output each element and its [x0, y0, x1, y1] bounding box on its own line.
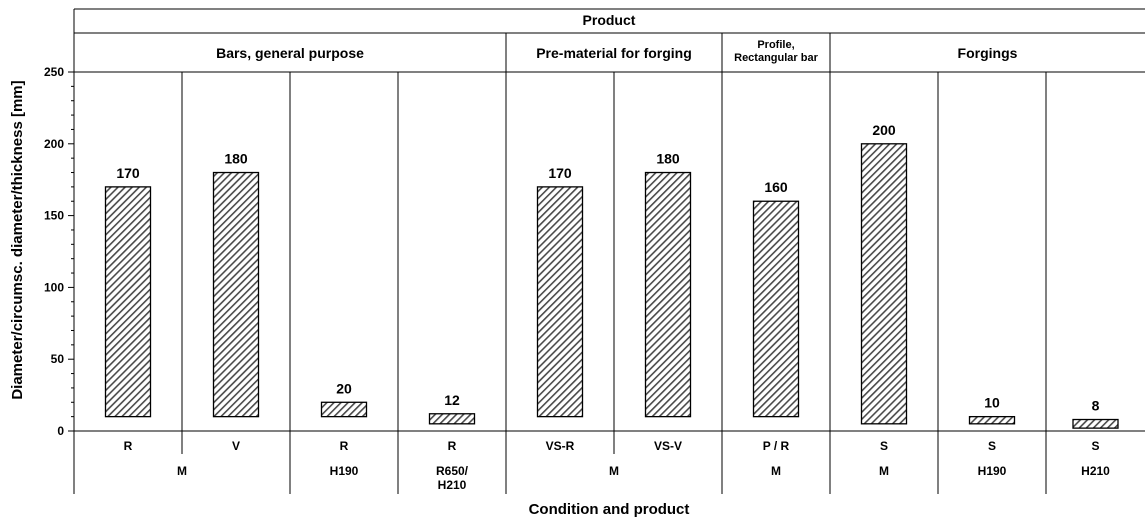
- condition-label: H210: [1081, 464, 1110, 478]
- y-tick-label: 100: [44, 280, 64, 294]
- condition-row: M H190 R650/H210 M M M H190 H210: [177, 464, 1110, 492]
- condition-label: H190: [978, 464, 1007, 478]
- y-tick-label: 200: [44, 137, 64, 151]
- bar-value-label: 12: [444, 392, 460, 408]
- y-axis: 0 50 100 150 200 250: [44, 65, 74, 438]
- bar-value-label: 180: [224, 151, 248, 167]
- product-label: P / R: [763, 439, 790, 453]
- product-label: VS-R: [546, 439, 575, 453]
- bar-value-label: 160: [764, 179, 788, 195]
- bar-value-label: 10: [984, 395, 1000, 411]
- bar: [536, 186, 584, 418]
- bar-value-label: 20: [336, 380, 352, 396]
- bar: [1072, 418, 1119, 429]
- bar: [428, 413, 476, 425]
- product-label: S: [988, 439, 996, 453]
- group-labels: Bars, general purpose Pre-material for fo…: [216, 39, 1018, 64]
- product-label: R: [448, 439, 457, 453]
- bar-value-label: 180: [656, 151, 680, 167]
- product-label: R: [340, 439, 349, 453]
- y-tick-label: 0: [57, 424, 64, 438]
- bar: [644, 171, 692, 418]
- y-tick-label: 50: [51, 352, 65, 366]
- product-row: R V R R VS-R VS-V P / R S S S: [124, 439, 1100, 453]
- condition-label: M: [879, 464, 889, 478]
- condition-label: H190: [330, 464, 359, 478]
- group-label: Pre-material for forging: [536, 45, 692, 61]
- bar: [104, 186, 152, 418]
- group-label: Profile, Rectangular bar: [734, 39, 818, 64]
- y-axis-label: Diameter/circumsc. diameter/thickness [m…: [9, 80, 26, 399]
- bar: [860, 143, 908, 425]
- condition-label: M: [771, 464, 781, 478]
- x-axis-label: Condition and product: [529, 501, 690, 518]
- bar: [752, 200, 800, 418]
- condition-label: R650/H210: [436, 464, 469, 492]
- chart-frame: [73, 8, 1145, 494]
- condition-label: M: [177, 464, 187, 478]
- value-labels: 170 180 20 12 170 180 160 200 10 8: [116, 122, 1099, 414]
- product-label: VS-V: [654, 439, 682, 453]
- bar-value-label: 200: [872, 122, 896, 138]
- bar: [212, 171, 260, 418]
- group-label: Bars, general purpose: [216, 45, 364, 61]
- product-label: V: [232, 439, 240, 453]
- group-label: Forgings: [958, 45, 1018, 61]
- product-label: S: [1091, 439, 1099, 453]
- bar: [968, 415, 1016, 425]
- y-tick-label: 250: [44, 65, 64, 79]
- condition-label: M: [609, 464, 619, 478]
- bar-value-label: 170: [548, 165, 572, 181]
- product-header: Product: [583, 12, 636, 28]
- bar-value-label: 8: [1092, 398, 1100, 414]
- bars: [104, 143, 1119, 429]
- bar: [320, 401, 368, 418]
- product-label: S: [880, 439, 888, 453]
- bar-value-label: 170: [116, 165, 140, 181]
- product-label: R: [124, 439, 133, 453]
- y-tick-label: 150: [44, 209, 64, 223]
